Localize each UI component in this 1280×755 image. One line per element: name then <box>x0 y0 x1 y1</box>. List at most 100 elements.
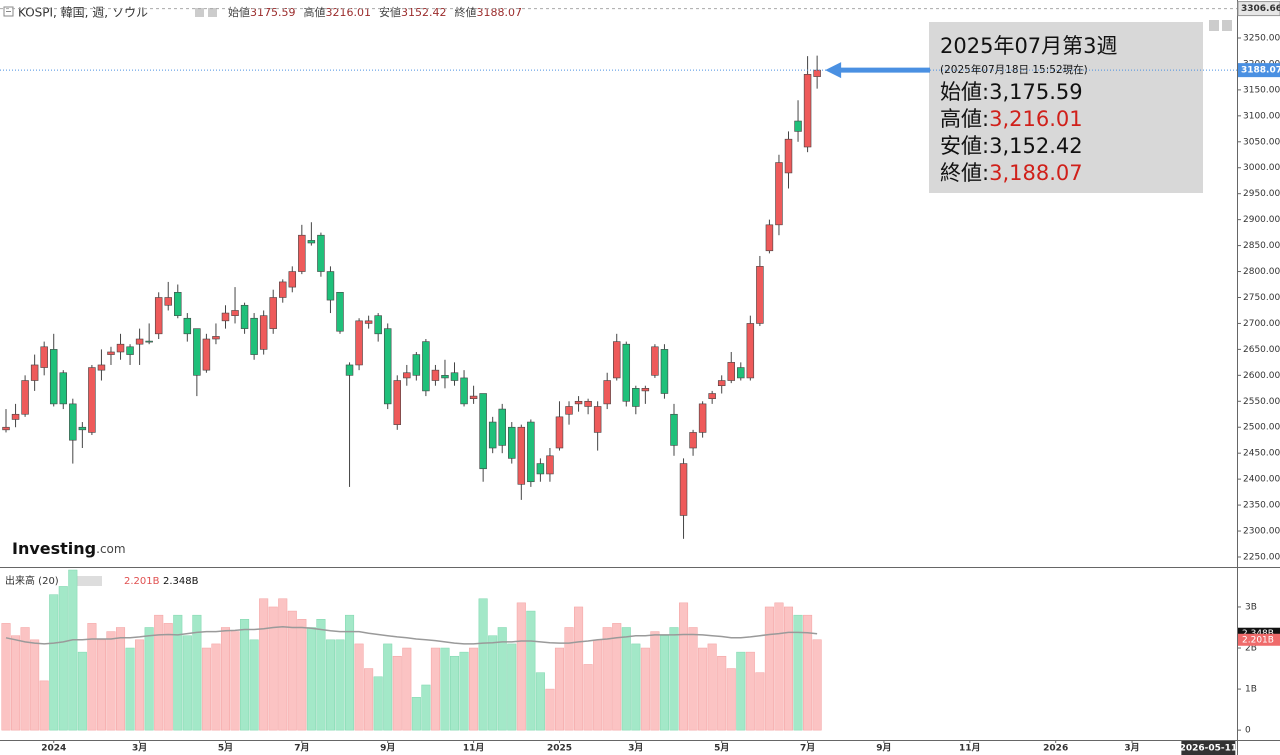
volume-bar <box>383 643 393 731</box>
candle-body <box>403 372 411 379</box>
candle-body <box>183 317 192 335</box>
x-tick-label: 11月 <box>959 743 981 754</box>
volume-bar <box>201 647 211 731</box>
collapse-icon[interactable] <box>3 6 14 17</box>
volume-ma-line <box>5 625 818 645</box>
candle-body <box>670 413 678 446</box>
volume-legend-ma: 2.348B <box>163 576 199 587</box>
y-tick-label: 2300.00 <box>1243 527 1280 537</box>
ohlc-legend: 始値3175.59 高値3216.01 安値3152.42 終値3188.07 <box>228 5 522 19</box>
volume-bar <box>430 647 440 731</box>
candle-body <box>59 372 68 405</box>
volume-bar <box>659 635 669 731</box>
info-row: 安値:3,152.42 <box>940 134 1083 158</box>
candle-body <box>30 364 39 381</box>
candle-body <box>460 377 468 405</box>
volume-bar <box>30 639 40 731</box>
y-tick-label: 3150.00 <box>1243 85 1280 95</box>
info-icon[interactable] <box>1222 20 1232 31</box>
volume-bar <box>335 639 345 731</box>
volume-bar <box>96 639 106 731</box>
ohlc-label: 安値 <box>379 5 401 19</box>
volume-bar <box>211 643 221 731</box>
candle-body <box>364 320 373 324</box>
info-label: 終値: <box>940 161 989 185</box>
volume-bar <box>707 643 717 731</box>
volume-bar <box>621 627 631 731</box>
candle-body <box>116 343 125 353</box>
volume-bar <box>593 639 603 731</box>
volume-bar <box>755 672 765 731</box>
info-title: 2025年07月第3週 <box>940 34 1118 58</box>
info-subtitle: (2025年07月18日 15:52現在) <box>940 63 1088 76</box>
candle-body <box>431 369 440 381</box>
x-tick-label: 2026 <box>1043 744 1068 754</box>
volume-bar <box>583 664 593 731</box>
volume-bar <box>144 627 154 731</box>
candle-body <box>231 310 239 316</box>
volume-bar <box>39 680 49 731</box>
volume-bar <box>516 602 526 731</box>
x-tick-label: 2025 <box>547 744 572 754</box>
candle-body <box>517 426 526 485</box>
volume-bar <box>11 635 21 731</box>
candle-body <box>374 315 382 335</box>
y-tick-label: 3000.00 <box>1243 163 1280 173</box>
volume-bar <box>612 623 622 731</box>
volume-bar <box>297 619 307 731</box>
volume-bar <box>392 655 402 731</box>
volume-bar <box>1 623 11 731</box>
candle-body <box>336 291 344 332</box>
info-value: 3,216.01 <box>989 107 1083 131</box>
volume-bar <box>240 619 250 731</box>
candle-body <box>450 372 459 381</box>
y-tick-label: 2350.00 <box>1243 501 1280 511</box>
candle-body <box>355 320 363 366</box>
y-tick-label: 2500.00 <box>1243 423 1280 433</box>
volume-bar <box>278 598 288 731</box>
candle-body <box>717 380 726 387</box>
candle-body <box>126 346 134 355</box>
volume-y-tick-label: 1B <box>1245 685 1257 695</box>
candle-body <box>584 400 592 407</box>
candle-body <box>536 463 545 475</box>
candle-body <box>212 336 220 340</box>
candle-body <box>603 380 611 405</box>
info-row: 始値:3,175.59 <box>940 80 1083 104</box>
candle-body <box>612 341 621 379</box>
volume-bar <box>497 627 507 731</box>
volume-bar <box>163 623 173 731</box>
candle-body <box>107 351 115 355</box>
candle-body <box>154 297 163 335</box>
volume-legend-value: 2.201B <box>124 576 160 587</box>
volume-bar <box>68 569 78 731</box>
candle-body <box>145 340 153 343</box>
volume-bar <box>364 668 374 731</box>
info-row: 終値:3,188.07 <box>940 161 1083 185</box>
volume-bar <box>58 586 68 731</box>
volume-bar <box>173 614 183 731</box>
volume-bar <box>20 627 30 731</box>
volume-bar <box>688 627 698 731</box>
candle-body <box>784 138 793 174</box>
volume-bar <box>259 598 269 731</box>
y-tick-label: 2650.00 <box>1243 345 1280 355</box>
x-tick-label: 5月 <box>714 743 729 754</box>
info-label: 安値: <box>940 134 989 158</box>
volume-bar <box>669 627 679 731</box>
y-tick-label: 3250.00 <box>1243 33 1280 43</box>
settings-icon[interactable] <box>195 8 204 17</box>
candle-body <box>737 367 745 379</box>
candle-body <box>641 388 650 392</box>
volume-bar <box>459 651 469 731</box>
volume-bar <box>325 639 335 731</box>
volume-bar <box>411 697 421 731</box>
candle-body <box>775 162 783 226</box>
candle-body <box>746 323 755 379</box>
info-icon[interactable] <box>1209 20 1219 31</box>
volume-bar <box>316 619 326 731</box>
candle-body <box>135 338 144 345</box>
volume-icons[interactable] <box>76 576 102 586</box>
hide-icon[interactable] <box>208 8 217 17</box>
volume-bar <box>449 655 460 731</box>
